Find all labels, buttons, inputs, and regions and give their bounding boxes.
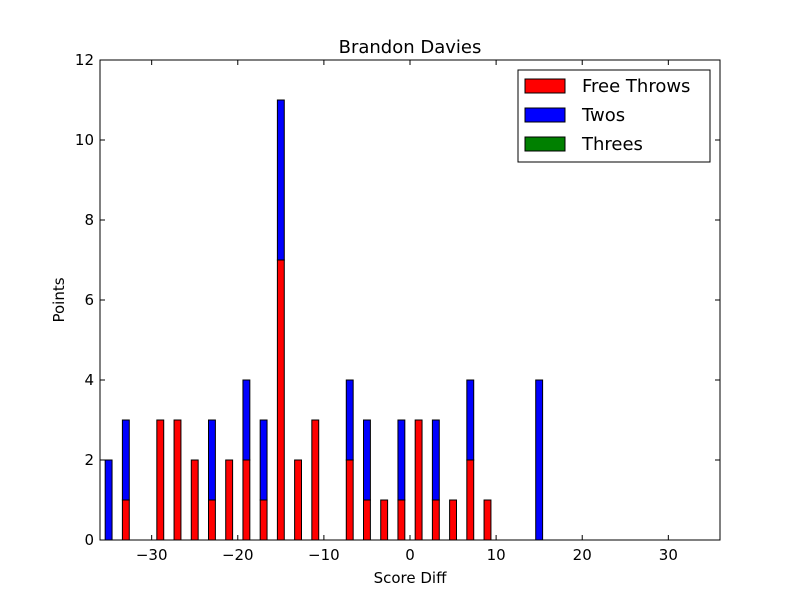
bar-free-throws-x-19 — [242, 459, 251, 541]
bar-free-throws-x-3 — [380, 499, 389, 541]
bar-free-throws-x-7 — [345, 459, 354, 541]
bar-free-throws-x-15 — [276, 259, 285, 541]
y-tick-label: 10 — [75, 131, 94, 149]
x-axis-label: Score Diff — [374, 569, 447, 587]
x-tick-label: 0 — [405, 546, 415, 564]
x-tick-label: 10 — [487, 546, 506, 564]
y-tick-label: 6 — [84, 291, 94, 309]
bar-free-throws-x-23 — [208, 499, 216, 541]
y-tick-label: 0 — [84, 531, 94, 549]
bar-free-throws-x7 — [466, 459, 475, 541]
y-tick-label: 12 — [75, 51, 94, 69]
bar-twos-x-19 — [242, 379, 251, 461]
legend-entries: Free Throws Twos Threes — [524, 76, 690, 155]
bar-free-throws-x-27 — [173, 419, 182, 541]
bar-free-throws-x5 — [449, 499, 458, 541]
bar-twos-x-23 — [208, 419, 216, 501]
bar-twos-x-7 — [345, 379, 354, 461]
legend-label-free-throws: Free Throws — [582, 76, 690, 97]
y-tick-label: 2 — [84, 451, 94, 469]
bar-free-throws-x-11 — [311, 419, 320, 541]
bar-free-throws-x-33 — [121, 499, 130, 541]
bar-twos-x7 — [466, 379, 475, 461]
x-tick-label: −30 — [136, 546, 168, 564]
bar-twos-x-5 — [363, 419, 371, 501]
legend-swatch-twos — [524, 107, 566, 123]
y-tick-label: 8 — [84, 211, 94, 229]
bar-twos-x-35 — [104, 459, 113, 541]
legend: Free Throws Twos Threes — [517, 69, 711, 163]
bar-free-throws-x9 — [483, 499, 492, 541]
bar-twos-x15 — [535, 379, 544, 541]
bar-free-throws-x-25 — [190, 459, 199, 541]
legend-swatch-threes — [524, 136, 566, 152]
bar-free-throws-x3 — [431, 499, 440, 541]
bar-free-throws-x-1 — [397, 499, 406, 541]
bar-twos-x-33 — [121, 419, 130, 501]
bar-twos-x-17 — [259, 419, 268, 501]
x-tick-label: 30 — [659, 546, 678, 564]
bar-twos-x3 — [431, 419, 440, 501]
bar-free-throws-x-17 — [259, 499, 268, 541]
bar-twos-x-1 — [397, 419, 406, 501]
chart-title: Brandon Davies — [339, 37, 482, 58]
legend-label-threes: Threes — [581, 134, 643, 155]
bar-free-throws-x-21 — [225, 459, 234, 541]
y-axis-label: Points — [50, 277, 68, 322]
bar-free-throws-x-5 — [363, 499, 371, 541]
x-tick-label: −10 — [308, 546, 340, 564]
x-tick-label: 20 — [573, 546, 592, 564]
x-tick-label: −20 — [222, 546, 254, 564]
legend-label-twos: Twos — [581, 105, 625, 126]
bar-twos-x-15 — [276, 99, 285, 261]
y-tick-label: 4 — [84, 371, 94, 389]
bar-free-throws-x-29 — [156, 419, 165, 541]
bar-free-throws-x-13 — [294, 459, 303, 541]
ticks-group: −30 −20 −10 0 10 20 30 0 2 4 6 8 10 12 — [75, 51, 720, 564]
legend-swatch-free-throws — [524, 78, 566, 94]
bar-free-throws-x1 — [414, 419, 423, 541]
